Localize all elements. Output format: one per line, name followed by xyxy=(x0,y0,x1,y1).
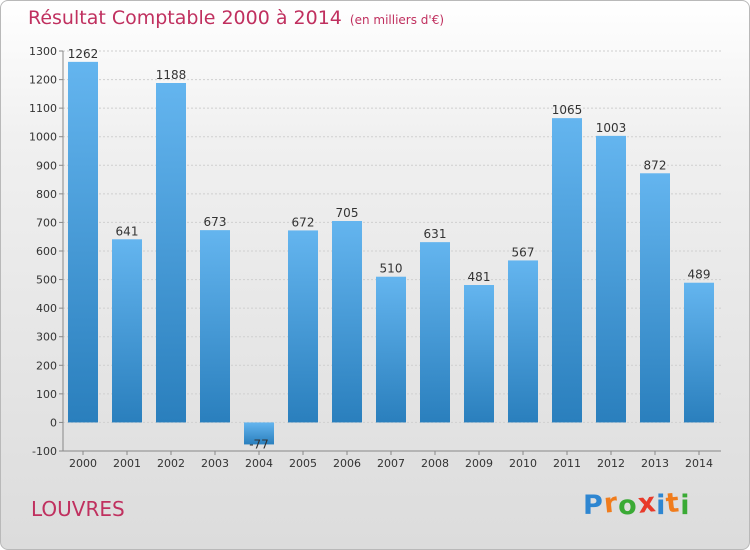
bar-value-label: 481 xyxy=(468,270,491,284)
x-tick-label: 2002 xyxy=(157,457,185,470)
y-tick-label: 300 xyxy=(36,331,57,344)
y-tick-label: 1000 xyxy=(29,131,57,144)
y-tick-label: 200 xyxy=(36,359,57,372)
y-tick-label: 900 xyxy=(36,159,57,172)
bar xyxy=(200,230,230,423)
bar-value-label: 1188 xyxy=(156,68,187,82)
y-tick-label: 100 xyxy=(36,388,57,401)
bar-value-label: 489 xyxy=(688,268,711,282)
bars xyxy=(68,61,714,445)
bar-value-label: 672 xyxy=(292,215,315,229)
bar-value-label: 567 xyxy=(512,245,535,259)
x-tick-label: 2009 xyxy=(465,457,493,470)
x-tick-label: 2012 xyxy=(597,457,625,470)
x-tick-label: 2014 xyxy=(685,457,713,470)
bar xyxy=(596,135,626,423)
x-tick-label: 2001 xyxy=(113,457,141,470)
logo-letter: P xyxy=(583,490,604,521)
bar-value-label: 631 xyxy=(424,227,447,241)
x-tick-label: 2008 xyxy=(421,457,449,470)
y-tick-label: 1100 xyxy=(29,102,57,115)
x-tick-label: 2004 xyxy=(245,457,273,470)
bar-value-label: 1065 xyxy=(552,103,583,117)
commune-name: LOUVRES xyxy=(31,497,125,521)
x-tick-label: 2005 xyxy=(289,457,317,470)
bar xyxy=(156,83,186,423)
logo-letter: i xyxy=(656,490,667,521)
bar xyxy=(68,61,98,423)
logo-letter: i xyxy=(680,490,691,521)
x-tick-label: 2000 xyxy=(69,457,97,470)
x-tick-label: 2007 xyxy=(377,457,405,470)
bar-value-label: 1003 xyxy=(596,121,627,135)
y-tick-label: 1200 xyxy=(29,74,57,87)
bar-value-label: 872 xyxy=(644,158,667,172)
y-tick-label: 1300 xyxy=(29,45,57,58)
proxiti-logo: Proxiti xyxy=(583,487,691,521)
x-tick-label: 2013 xyxy=(641,457,669,470)
x-tick-label: 2010 xyxy=(509,457,537,470)
x-tick-label: 2011 xyxy=(553,457,581,470)
bar-value-label: 1262 xyxy=(68,47,99,61)
x-axis: 2000 2001 2002 2003 2004 2005 2006 2007 2008 2009… xyxy=(69,451,713,470)
bar xyxy=(376,276,406,423)
y-tick-label: 600 xyxy=(36,245,57,258)
logo-letter: r xyxy=(602,487,620,520)
bar xyxy=(552,118,582,423)
y-tick-label: 800 xyxy=(36,188,57,201)
bar-value-label: 510 xyxy=(380,262,403,276)
bar-value-label: 641 xyxy=(116,224,139,238)
bar xyxy=(508,260,538,423)
bar xyxy=(684,282,714,423)
x-tick-label: 2003 xyxy=(201,457,229,470)
y-tick-label: 400 xyxy=(36,302,57,315)
bar xyxy=(244,422,274,445)
y-tick-label: 700 xyxy=(36,216,57,229)
bar-value-label: 705 xyxy=(336,206,359,220)
bar-value-label: -77 xyxy=(249,437,269,451)
x-tick-label: 2006 xyxy=(333,457,361,470)
bar xyxy=(332,221,362,423)
y-tick-label: -100 xyxy=(32,445,57,458)
y-axis: -100 0 100 200 300 400 500 600 700 800 900 1000 1100… xyxy=(29,45,721,458)
chart-title: Résultat Comptable 2000 à 2014 (en millie… xyxy=(28,7,444,29)
data-labels: 1262 641 1188 673 -77 672 705 510 631 481 567 1065 1… xyxy=(68,47,711,452)
bar xyxy=(288,230,318,423)
bar xyxy=(112,239,142,423)
chart-title-text: Résultat Comptable 2000 à 2014 xyxy=(28,7,342,29)
bar xyxy=(464,285,494,423)
logo-letter: x xyxy=(636,487,658,520)
y-tick-label: 0 xyxy=(50,416,57,429)
chart-subtitle: (en milliers d'€) xyxy=(349,13,445,27)
logo-letter: o xyxy=(618,490,638,521)
bar xyxy=(640,173,670,423)
y-tick-label: 500 xyxy=(36,274,57,287)
bar-value-label: 673 xyxy=(204,215,227,229)
bar xyxy=(420,242,450,423)
